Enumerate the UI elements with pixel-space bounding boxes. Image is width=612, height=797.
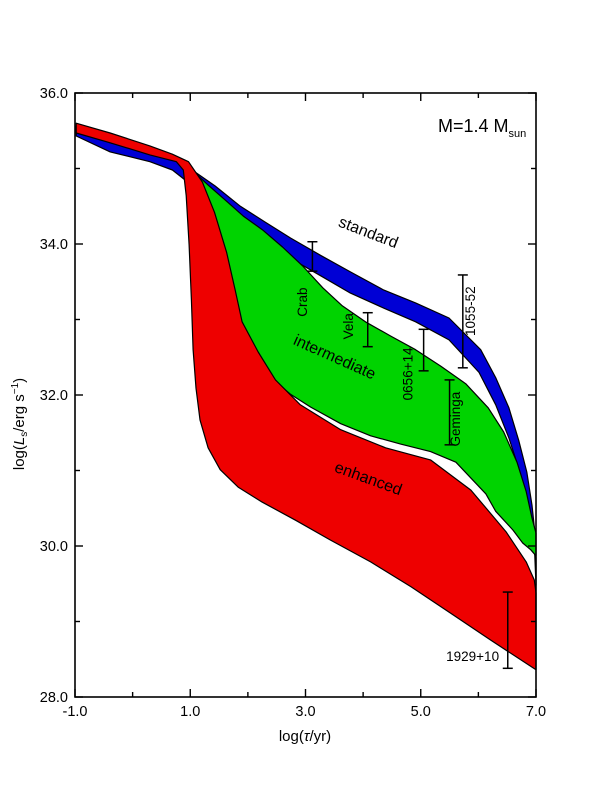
tick-labels-layer: -1.0 1.0 3.0 5.0 7.0 36.0 34.0 32.0 30.0 28.0 xyxy=(40,86,546,720)
y-axis-title-p6: ) xyxy=(11,378,28,383)
errorbar-1055-52 xyxy=(457,274,468,369)
y-tick-label: 34.0 xyxy=(40,237,68,253)
y-axis-title-p1: log( xyxy=(11,445,28,470)
x-tick-label: 3.0 xyxy=(295,704,315,720)
y-axis-title-sup-minus1: −1 xyxy=(10,382,21,394)
pulsar-label-Vela: Vela xyxy=(341,313,356,340)
pulsar-errorbars-layer xyxy=(307,240,513,670)
y-tick-label: 36.0 xyxy=(40,86,68,102)
errorbar-1929+10 xyxy=(502,591,513,670)
errorbar-Geminga xyxy=(444,379,455,446)
x-axis-title: log(τ/yr) xyxy=(279,728,331,745)
x-axis-title-p1: log( xyxy=(279,728,304,745)
y-tick-label: 32.0 xyxy=(40,388,68,404)
y-tick-label: 30.0 xyxy=(40,539,68,555)
y-axis-title-p4: /erg s xyxy=(11,394,28,432)
pulsar-label-Crab: Crab xyxy=(295,288,310,317)
y-tick-label: 28.0 xyxy=(40,690,68,706)
mass-annotation-subscript: sun xyxy=(509,128,527,140)
y-axis-title-sub-s: s xyxy=(19,432,30,437)
x-tick-label: -1.0 xyxy=(63,704,88,720)
x-axis-title-p3: /yr) xyxy=(309,728,331,745)
x-axis-title-tau: τ xyxy=(304,728,311,745)
mass-annotation-main: M=1.4 M xyxy=(438,116,509,136)
errorbar-0656+14 xyxy=(418,328,429,372)
axes-frame-layer xyxy=(74,92,537,698)
pulsar-label-Geminga: Geminga xyxy=(448,391,463,446)
x-tick-label: 7.0 xyxy=(526,704,546,720)
x-tick-label: 1.0 xyxy=(180,704,200,720)
y-axis-title-L: L xyxy=(11,437,28,445)
cooling-bands-layer xyxy=(75,122,537,671)
pulsar-label-1929+10: 1929+10 xyxy=(446,649,499,664)
pulsar-label-1055-52: 1055-52 xyxy=(463,286,478,336)
band-enhanced xyxy=(75,122,537,671)
y-axis-title: log(Ls/erg s−1) xyxy=(10,378,30,470)
errorbar-Crab xyxy=(307,240,318,272)
errorbar-Vela xyxy=(362,311,373,348)
mass-annotation: M=1.4 Msun xyxy=(438,116,526,140)
pulsar-label-0656+14: 0656+14 xyxy=(401,347,416,400)
x-tick-label: 5.0 xyxy=(411,704,431,720)
